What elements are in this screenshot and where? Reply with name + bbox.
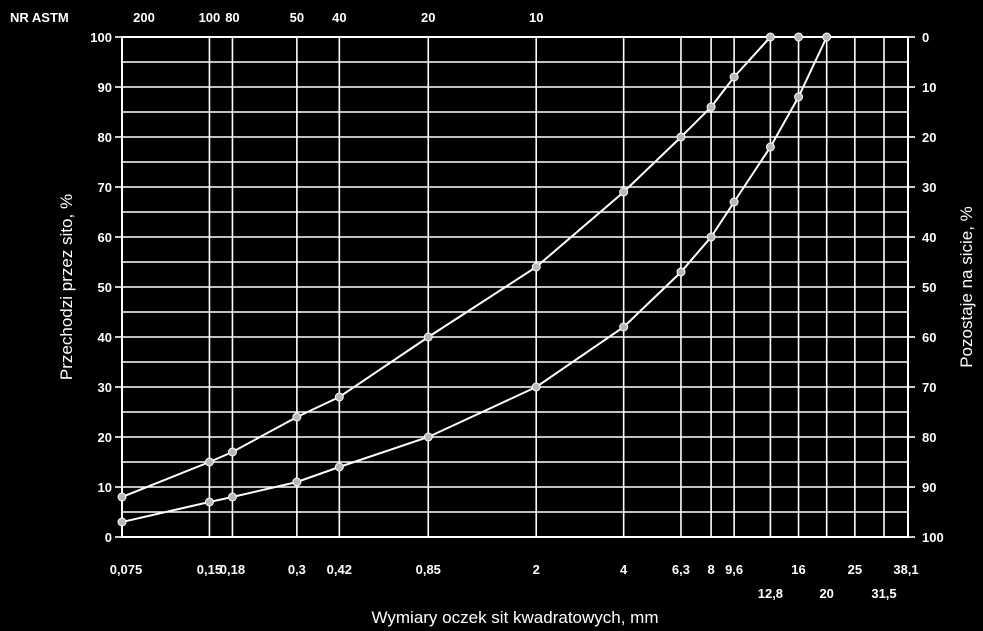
- right-tick-label: 60: [922, 330, 936, 345]
- top-axis-ticks: 200 100 80 50 40 20 10: [133, 10, 543, 25]
- left-tick-label: 10: [98, 480, 112, 495]
- top-tick-label: 50: [290, 10, 304, 25]
- series-1-point: [227, 447, 237, 457]
- series-2-point: [117, 517, 127, 527]
- bottom-tick-label: 0,3: [288, 562, 306, 577]
- series-2-point: [204, 497, 214, 507]
- bottom-tick-label: 25: [848, 562, 862, 577]
- bottom-tick-label: 9,6: [725, 562, 743, 577]
- bottom-tick-label-row2: 12,8: [758, 586, 783, 601]
- series-2-point: [334, 462, 344, 472]
- series-2-point: [765, 142, 775, 152]
- bottom-tick-label: 4: [620, 562, 628, 577]
- left-tick-label: 30: [98, 380, 112, 395]
- series-2-point: [619, 322, 629, 332]
- series-1-point: [619, 187, 629, 197]
- left-axis-ticks: 0 10 20 30 40 50 60 70 80 90 100: [90, 30, 122, 545]
- right-tick-label: 50: [922, 280, 936, 295]
- right-axis-title: Pozostaje na sicie, %: [957, 206, 976, 368]
- bottom-tick-label: 0,42: [327, 562, 352, 577]
- x-axis-title: Wymiary oczek sit kwadratowych, mm: [371, 608, 658, 627]
- series-2-line: [121, 36, 828, 523]
- series-1-point: [334, 392, 344, 402]
- left-tick-label: 20: [98, 430, 112, 445]
- series-2-point: [423, 432, 433, 442]
- right-tick-label: 40: [922, 230, 936, 245]
- bottom-tick-label: 0,85: [416, 562, 441, 577]
- left-axis-title: Przechodzi przez sito, %: [57, 194, 76, 380]
- series-1-point: [676, 132, 686, 142]
- left-tick-label: 60: [98, 230, 112, 245]
- series-1-line: [121, 36, 799, 498]
- series-2-point: [729, 197, 739, 207]
- series-1-point: [423, 332, 433, 342]
- series-1-point: [706, 102, 716, 112]
- grid: [122, 37, 908, 537]
- bottom-tick-label: 2: [533, 562, 540, 577]
- top-tick-label: 40: [332, 10, 346, 25]
- series-1-point: [729, 72, 739, 82]
- series-1-point: [204, 457, 214, 467]
- bottom-tick-label-row2: 20: [819, 586, 833, 601]
- left-tick-label: 50: [98, 280, 112, 295]
- bottom-tick-label-row2: 31,5: [871, 586, 896, 601]
- series: [117, 32, 832, 527]
- series-2-point: [706, 232, 716, 242]
- right-tick-label: 100: [922, 530, 944, 545]
- top-tick-label: 200: [133, 10, 155, 25]
- series-1-point: [765, 32, 775, 42]
- right-tick-label: 90: [922, 480, 936, 495]
- bottom-tick-label: 38,1: [893, 562, 918, 577]
- series-1-point: [794, 32, 804, 42]
- series-1-point: [292, 412, 302, 422]
- series-2-point: [292, 477, 302, 487]
- right-tick-label: 80: [922, 430, 936, 445]
- series-1-point: [117, 492, 127, 502]
- left-tick-label: 80: [98, 130, 112, 145]
- right-tick-label: 20: [922, 130, 936, 145]
- bottom-tick-label: 0,15: [197, 562, 222, 577]
- series-2-point: [227, 492, 237, 502]
- right-tick-label: 30: [922, 180, 936, 195]
- left-tick-label: 100: [90, 30, 112, 45]
- series-2-point: [531, 382, 541, 392]
- top-tick-label: 80: [225, 10, 239, 25]
- left-tick-label: 90: [98, 80, 112, 95]
- top-axis-label: NR ASTM: [10, 10, 69, 25]
- left-tick-label: 0: [105, 530, 112, 545]
- bottom-tick-label: 0,18: [220, 562, 245, 577]
- series-2-point: [822, 32, 832, 42]
- series-2-point: [794, 92, 804, 102]
- left-tick-label: 40: [98, 330, 112, 345]
- bottom-tick-label: 0,075: [110, 562, 143, 577]
- series-2-point: [676, 267, 686, 277]
- bottom-tick-label: 16: [791, 562, 805, 577]
- bottom-tick-label: 6,3: [672, 562, 690, 577]
- left-tick-label: 70: [98, 180, 112, 195]
- top-tick-label: 10: [529, 10, 543, 25]
- bottom-tick-label: 8: [707, 562, 714, 577]
- top-tick-label: 100: [199, 10, 221, 25]
- right-tick-label: 10: [922, 80, 936, 95]
- series-1-point: [531, 262, 541, 272]
- top-tick-label: 20: [421, 10, 435, 25]
- bottom-axis-ticks: 0,075 0,150,18 0,3 0,42 0,85 2 4 6,3 8 9,6 16 25 38,…: [110, 562, 919, 601]
- right-tick-label: 70: [922, 380, 936, 395]
- right-tick-label: 0: [922, 30, 929, 45]
